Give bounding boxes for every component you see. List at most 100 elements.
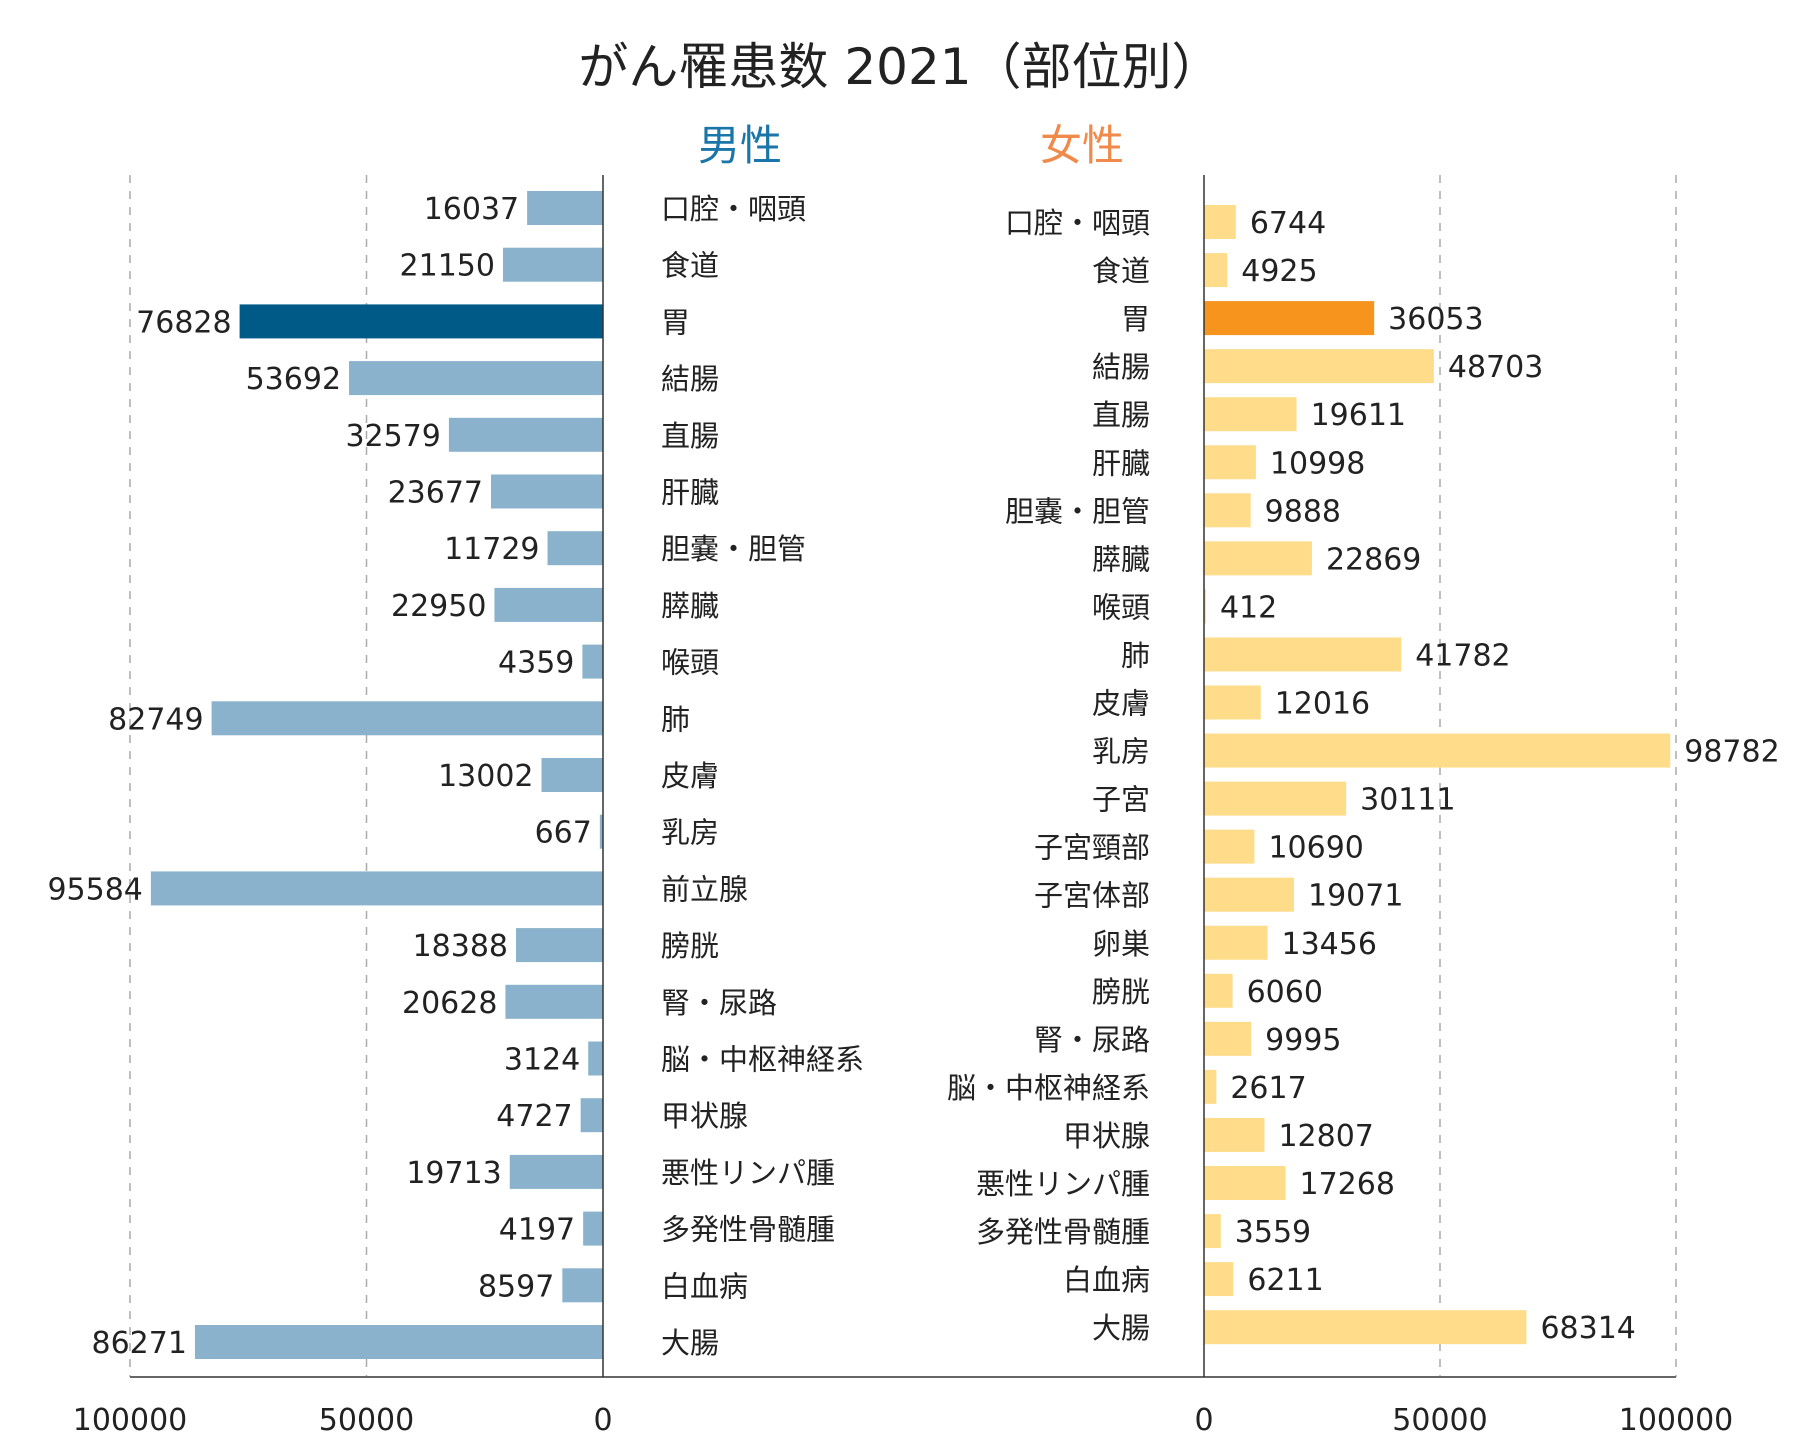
category-label-male: 腎・尿路 xyxy=(661,986,777,1020)
bar-male xyxy=(562,1268,603,1303)
bar-female xyxy=(1204,349,1434,384)
category-label-male: 前立腺 xyxy=(661,872,748,906)
chart-title: がん罹患数 2021（部位別） xyxy=(578,38,1221,96)
data-label-male: 95584 xyxy=(47,872,142,907)
bar-female xyxy=(1204,733,1671,768)
data-label-female: 22869 xyxy=(1326,542,1421,577)
bar-female xyxy=(1204,205,1236,239)
bar-female xyxy=(1204,1069,1217,1104)
data-label-female: 36053 xyxy=(1388,302,1483,337)
category-label-male: 多発性骨髄腫 xyxy=(661,1213,835,1247)
category-label-male: 膵臓 xyxy=(661,589,719,623)
data-label-male: 8597 xyxy=(478,1269,554,1304)
data-label-male: 16037 xyxy=(424,192,519,227)
category-label-female: 子宮体部 xyxy=(1034,879,1150,913)
data-label-male: 4197 xyxy=(499,1213,575,1248)
data-label-male: 21150 xyxy=(400,249,495,284)
data-label-female: 9995 xyxy=(1265,1023,1341,1058)
category-label-male: 乳房 xyxy=(661,816,719,850)
bar-male xyxy=(349,361,603,396)
data-label-female: 10998 xyxy=(1270,446,1365,481)
category-label-female: 子宮頸部 xyxy=(1034,831,1150,865)
category-label-female: 胃 xyxy=(1121,302,1150,336)
male-series-label: 男性 xyxy=(698,121,782,170)
data-label-female: 19071 xyxy=(1308,879,1403,914)
data-label-female: 98782 xyxy=(1684,735,1779,770)
data-label-male: 3124 xyxy=(504,1043,580,1078)
bar-male xyxy=(527,191,603,225)
category-label-male: 皮膚 xyxy=(661,759,719,793)
data-label-male: 86271 xyxy=(92,1326,187,1361)
x-tick-label-female: 50000 xyxy=(1392,1403,1487,1438)
bar-male xyxy=(505,984,603,1019)
bar-male xyxy=(491,474,603,509)
bar-female xyxy=(1204,877,1295,912)
data-label-female: 9888 xyxy=(1265,494,1341,529)
bar-male xyxy=(588,1041,603,1076)
data-label-female: 3559 xyxy=(1235,1215,1311,1250)
category-label-male: 喉頭 xyxy=(661,646,719,680)
data-label-male: 13002 xyxy=(438,759,533,794)
bar-female xyxy=(1204,541,1312,576)
data-label-female: 12807 xyxy=(1278,1119,1373,1154)
bar-male xyxy=(583,1211,603,1246)
data-label-male: 4359 xyxy=(498,646,574,681)
bar-male xyxy=(194,1325,603,1359)
bar-female xyxy=(1204,1310,1527,1345)
bar-female xyxy=(1204,1214,1221,1249)
bar-male xyxy=(547,531,603,566)
female-series-label: 女性 xyxy=(1040,121,1124,170)
data-label-female: 41782 xyxy=(1415,638,1510,673)
bar-female xyxy=(1204,1166,1286,1200)
bar-male xyxy=(580,1098,603,1133)
data-label-female: 6060 xyxy=(1247,975,1323,1010)
bar-male xyxy=(502,247,603,282)
data-label-male: 82749 xyxy=(108,702,203,737)
category-label-female: 口腔・咽頭 xyxy=(1005,206,1150,240)
data-label-female: 6211 xyxy=(1247,1263,1323,1298)
data-label-male: 23677 xyxy=(388,476,483,511)
data-label-female: 48703 xyxy=(1448,350,1543,385)
category-label-female: 腎・尿路 xyxy=(1034,1023,1150,1057)
category-label-female: 子宮 xyxy=(1092,783,1150,817)
bar-female xyxy=(1204,493,1251,528)
category-label-female: 多発性骨髄腫 xyxy=(976,1215,1150,1249)
bar-female xyxy=(1204,301,1375,336)
data-label-male: 53692 xyxy=(246,362,341,397)
data-label-male: 18388 xyxy=(413,929,508,964)
bar-male xyxy=(509,1154,603,1189)
category-label-female: 胆嚢・胆管 xyxy=(1005,494,1150,528)
category-label-male: 結腸 xyxy=(661,362,719,396)
data-label-male: 32579 xyxy=(345,419,440,454)
category-label-female: 甲状腺 xyxy=(1063,1119,1150,1153)
category-label-male: 肺 xyxy=(661,702,690,736)
data-label-female: 10690 xyxy=(1268,831,1363,866)
category-label-male: 甲状腺 xyxy=(661,1099,748,1133)
bar-male xyxy=(516,928,603,963)
data-label-female: 30111 xyxy=(1360,783,1455,818)
data-label-female: 68314 xyxy=(1540,1311,1635,1346)
data-label-male: 22950 xyxy=(391,589,486,624)
category-label-female: 結腸 xyxy=(1092,350,1150,384)
data-label-male: 4727 xyxy=(496,1099,572,1134)
x-tick-label-male: 0 xyxy=(593,1403,612,1438)
category-label-male: 肝臓 xyxy=(661,476,719,510)
bar-male xyxy=(582,644,603,679)
bar-male xyxy=(494,587,603,622)
category-label-male: 白血病 xyxy=(661,1269,748,1303)
data-label-male: 11729 xyxy=(444,532,539,567)
bar-female xyxy=(1204,925,1268,960)
category-label-female: 悪性リンパ腫 xyxy=(976,1167,1150,1201)
category-label-male: 胆嚢・胆管 xyxy=(661,532,806,566)
category-label-female: 脳・中枢神経系 xyxy=(947,1071,1150,1105)
category-label-female: 白血病 xyxy=(1063,1263,1150,1297)
category-label-male: 悪性リンパ腫 xyxy=(661,1156,835,1190)
category-label-male: 直腸 xyxy=(661,419,719,453)
category-label-male: 膀胱 xyxy=(661,929,719,963)
bar-female xyxy=(1204,829,1255,864)
bar-female xyxy=(1204,1021,1252,1056)
data-label-female: 412 xyxy=(1220,590,1277,625)
category-label-female: 肝臓 xyxy=(1092,446,1150,480)
data-label-female: 2617 xyxy=(1230,1071,1306,1106)
